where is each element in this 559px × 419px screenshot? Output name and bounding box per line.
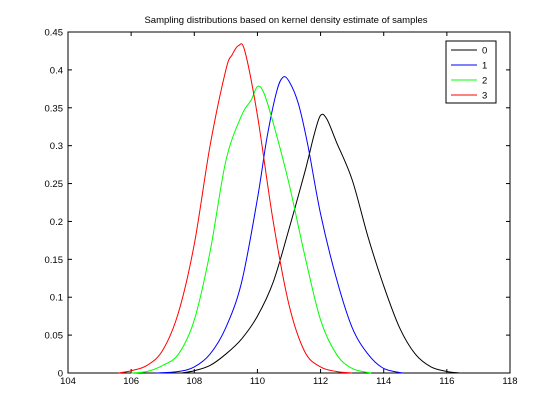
- legend-items: 0 1 2 3: [451, 46, 487, 102]
- y-tick-label: 0.2: [50, 217, 63, 228]
- y-tick-label: 0.3: [50, 141, 63, 152]
- legend-label-1: 1: [482, 61, 487, 72]
- legend-label-0: 0: [482, 46, 487, 57]
- axes-box: [67, 31, 511, 374]
- y-tick-label: 0.35: [45, 103, 64, 114]
- plot-area: 104 106 108 110 112 114 116 118 0 0.05 0.1 0.15 0.2 0…: [45, 28, 518, 388]
- y-tick-label: 0.4: [50, 65, 63, 76]
- y-tick-label: 0.05: [45, 331, 64, 342]
- x-tick-label: 114: [376, 376, 391, 387]
- series-lines: [118, 43, 460, 374]
- y-tick-label: 0: [58, 369, 63, 380]
- y-tick-label: 0.15: [45, 255, 64, 266]
- x-tick-label: 106: [123, 376, 139, 387]
- x-tick-label: 104: [60, 376, 76, 387]
- series-line-1: [156, 76, 403, 374]
- x-tick-label: 108: [186, 376, 202, 387]
- y-tick-label: 0.45: [45, 28, 64, 39]
- y-tick-label: 0.1: [50, 293, 63, 304]
- legend: 0 1 2 3: [445, 40, 497, 104]
- series-line-3: [118, 43, 353, 374]
- chart-title: Sampling distributions based on kernel d…: [144, 15, 427, 26]
- y-tick-label: 0.25: [45, 179, 64, 190]
- series-line-0: [181, 113, 460, 374]
- x-tick-label: 118: [502, 376, 517, 387]
- x-tick-label: 116: [439, 376, 454, 387]
- legend-label-3: 3: [482, 91, 487, 102]
- legend-label-2: 2: [482, 76, 487, 87]
- x-tick-label: 110: [250, 376, 265, 387]
- legend-box: [445, 40, 497, 104]
- x-tick-label: 112: [313, 376, 328, 387]
